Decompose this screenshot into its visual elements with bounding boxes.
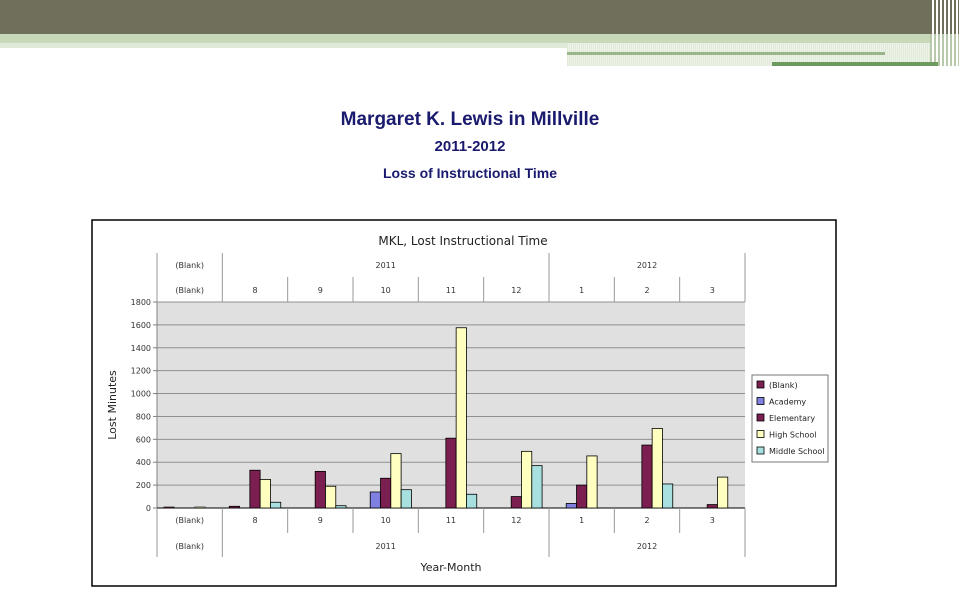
bar [228, 505, 240, 509]
header-bar-texture [930, 0, 959, 34]
bar [641, 444, 653, 509]
header-month-label: 11 [446, 286, 456, 295]
footer-month-label: 1 [579, 516, 584, 525]
header-year-label: (Blank) [175, 261, 204, 270]
decorative-line [567, 52, 885, 55]
header-year-label: 2012 [637, 261, 657, 270]
y-axis-label: Lost Minutes [106, 370, 119, 440]
footer-year-label: (Blank) [175, 542, 204, 551]
slide-subtitle: 2011-2012 [434, 138, 506, 155]
bar [194, 506, 206, 509]
header-month-label: (Blank) [175, 286, 204, 295]
y-tick-label: 1000 [131, 390, 151, 399]
header-month-label: 2 [644, 286, 649, 295]
footer-month-label: 2 [644, 516, 649, 525]
legend-swatch [756, 446, 765, 455]
y-tick-label: 200 [136, 481, 151, 490]
legend-label: Elementary [769, 414, 815, 423]
chart-title: MKL, Lost Instructional Time [378, 234, 547, 248]
x-axis-label: Year-Month [419, 561, 481, 574]
bar [706, 504, 718, 509]
footer-month-label: 11 [446, 516, 456, 525]
bar [259, 478, 271, 509]
bar [400, 489, 412, 509]
y-tick-label: 800 [136, 412, 151, 421]
bar [445, 437, 457, 509]
bar [565, 503, 577, 509]
footer-year-label: 2012 [637, 542, 657, 551]
bar [325, 485, 337, 509]
legend-swatch [756, 380, 765, 389]
header-year-label: 2011 [375, 261, 395, 270]
footer-month-label: 12 [511, 516, 521, 525]
y-tick-label: 1800 [131, 298, 151, 307]
bar [510, 496, 522, 509]
slide-title: Margaret K. Lewis in Millville [340, 109, 600, 130]
y-tick-label: 600 [136, 435, 151, 444]
footer-month-label: 10 [381, 516, 391, 525]
bar [586, 455, 598, 509]
legend-label: (Blank) [769, 381, 798, 390]
y-tick-label: 1400 [131, 344, 151, 353]
header-band-light [0, 43, 567, 48]
bar [651, 428, 663, 509]
bar [270, 501, 282, 509]
bar [390, 453, 402, 509]
bar [369, 491, 381, 509]
bar [380, 477, 392, 509]
bar [314, 470, 326, 509]
footer-year-label: 2011 [375, 542, 395, 551]
bar [576, 484, 588, 509]
header-band [0, 34, 930, 43]
slide-heading: Loss of Instructional Time [383, 165, 557, 181]
bar [717, 476, 729, 509]
legend-label: High School [769, 431, 817, 440]
bar [163, 506, 175, 509]
footer-month-label: 9 [318, 516, 323, 525]
header-month-label: 12 [511, 286, 521, 295]
header-bar [0, 0, 930, 34]
footer-month-label: 3 [710, 516, 715, 525]
legend-label: Academy [769, 398, 806, 407]
legend-swatch [756, 430, 765, 438]
y-tick-label: 400 [136, 458, 151, 467]
header-month-label: 10 [381, 286, 391, 295]
header-month-label: 3 [710, 286, 715, 295]
bar [455, 327, 467, 509]
legend-label: Middle School [769, 447, 825, 456]
y-tick-label: 1600 [131, 321, 151, 330]
header-band-right-texture [930, 34, 959, 66]
y-tick-label: 1200 [131, 367, 151, 376]
bar [662, 483, 674, 509]
bar [335, 505, 347, 509]
header-month-label: 8 [252, 286, 257, 295]
y-tick-label: 0 [146, 504, 151, 513]
legend-box [751, 374, 829, 463]
decorative-line [772, 62, 938, 66]
bar [531, 465, 543, 509]
footer-month-label: (Blank) [175, 516, 204, 525]
header-month-label: 1 [579, 286, 584, 295]
bar [249, 469, 261, 509]
header-month-label: 9 [318, 286, 323, 295]
footer-month-label: 8 [252, 516, 257, 525]
legend-swatch [756, 397, 765, 405]
legend-swatch [756, 413, 765, 422]
bar [521, 450, 533, 509]
bar [466, 493, 478, 509]
